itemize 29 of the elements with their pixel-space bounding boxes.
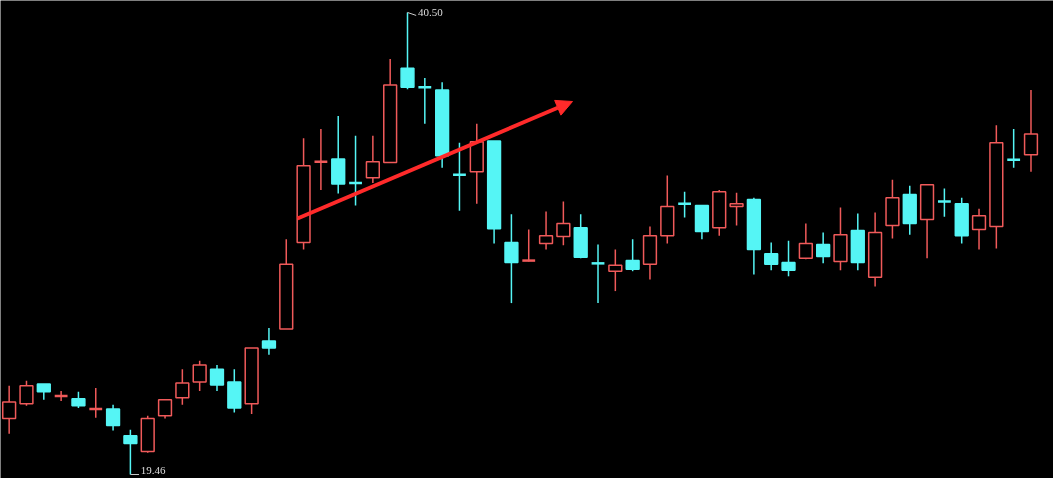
candlestick <box>694 204 710 241</box>
candlestick <box>209 364 225 392</box>
candlestick <box>261 327 277 356</box>
annotation: 40.50 <box>417 5 444 18</box>
candlestick <box>486 140 502 245</box>
candlestick <box>417 77 433 125</box>
candlestick <box>590 243 606 304</box>
candlestick <box>504 213 519 304</box>
candlestick <box>469 123 484 205</box>
candlestick <box>105 403 121 432</box>
candlestick <box>451 142 468 212</box>
candlestick <box>816 231 831 265</box>
candlestick <box>1023 89 1039 173</box>
candlestick <box>642 225 658 281</box>
candlestick <box>365 135 381 184</box>
candlestick <box>850 212 865 272</box>
candlestick <box>764 241 779 272</box>
candlestick <box>157 398 173 420</box>
candlestick <box>867 211 883 288</box>
candlestick <box>279 238 294 330</box>
candlestick <box>902 184 917 236</box>
candlestick <box>971 208 987 251</box>
candlestick <box>538 210 554 251</box>
candlestick <box>434 81 450 169</box>
candlestick <box>331 115 346 195</box>
annotation: 19.46 <box>140 463 167 476</box>
candlestick <box>36 383 51 401</box>
candlestick <box>383 58 398 164</box>
candlestick <box>313 128 329 191</box>
